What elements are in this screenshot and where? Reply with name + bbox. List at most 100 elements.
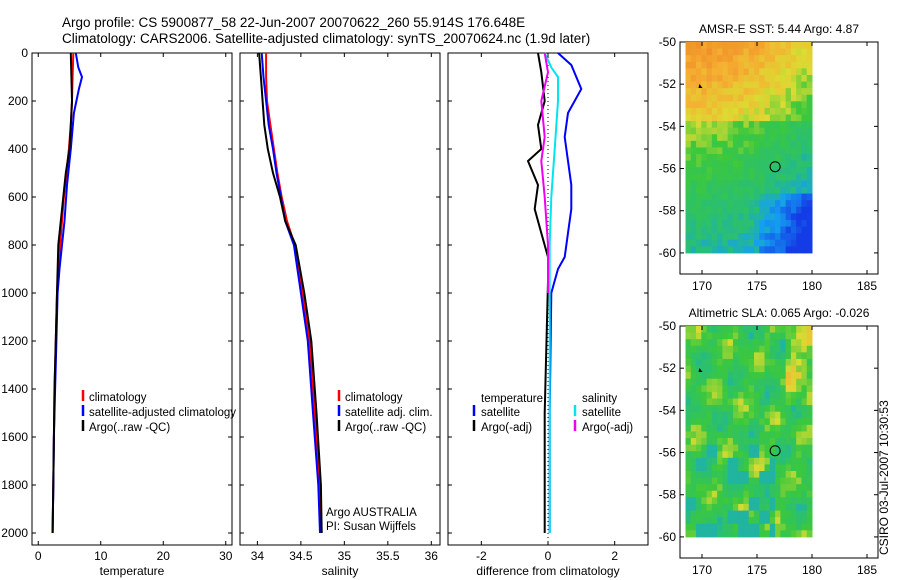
- heat-cell: [764, 114, 771, 122]
- heat-cell: [748, 517, 755, 525]
- heat-cell: [727, 484, 734, 492]
- legend-entry: satellite-adjusted climatology: [89, 407, 236, 419]
- heat-cell: [717, 193, 723, 201]
- heat-cell: [690, 74, 697, 83]
- heat-cell: [701, 233, 708, 241]
- heat-cell: [732, 517, 739, 525]
- heat-cell: [743, 490, 750, 498]
- heat-cell: [796, 490, 802, 498]
- heat-cell: [696, 444, 702, 452]
- heat-cell: [696, 121, 702, 129]
- heat-cell: [738, 114, 744, 122]
- heat-cell: [748, 326, 755, 334]
- heat-cell: [754, 200, 760, 208]
- heat-cell: [701, 107, 708, 115]
- heat-cell: [785, 107, 792, 115]
- heat-cell: [696, 101, 702, 109]
- legend-title: salinity: [582, 393, 617, 405]
- heat-cell: [801, 140, 808, 148]
- heat-cell: [701, 358, 708, 367]
- heat-cell: [801, 74, 808, 83]
- heat-cell: [764, 173, 771, 181]
- heat-cell: [690, 471, 697, 479]
- legend-entry: Argo(..raw -QC): [89, 422, 170, 434]
- heat-cell: [711, 61, 718, 69]
- heat-cell: [775, 160, 781, 168]
- heat-cell: [738, 140, 744, 148]
- heat-cell: [717, 352, 723, 360]
- heat-cell: [706, 160, 713, 168]
- heat-cell: [785, 48, 792, 56]
- heat-cell: [796, 81, 802, 89]
- heat-cell: [775, 365, 781, 373]
- heat-cell: [759, 517, 766, 525]
- heat-cell: [696, 391, 702, 399]
- heat-cell: [690, 213, 697, 221]
- y-tick-label: 2000: [1, 526, 28, 540]
- heat-cell: [706, 114, 713, 122]
- heat-cell: [732, 352, 739, 360]
- heat-cell: [727, 213, 734, 221]
- heat-cell: [701, 471, 708, 479]
- heat-cell: [701, 193, 708, 201]
- heat-cell: [743, 74, 750, 83]
- heat-cell: [743, 517, 750, 525]
- heat-cell: [706, 193, 713, 201]
- heat-cell: [769, 88, 776, 96]
- heat-cell: [801, 411, 808, 419]
- heat-cell: [701, 55, 708, 63]
- heat-cell: [748, 503, 755, 512]
- heat-cell: [743, 68, 750, 76]
- heat-cell: [711, 451, 718, 459]
- heat-cell: [722, 127, 729, 135]
- heat-cell: [722, 167, 729, 175]
- heat-cell: [790, 477, 797, 485]
- heat-cell: [743, 530, 750, 538]
- heat-cell: [732, 391, 739, 399]
- heat-cell: [690, 88, 697, 96]
- heat-cell: [806, 398, 813, 406]
- heat-cell: [690, 81, 697, 89]
- heat-cell: [727, 326, 734, 334]
- heat-cell: [748, 226, 755, 234]
- heat-cell: [764, 74, 771, 83]
- heat-cell: [801, 385, 808, 393]
- heat-cell: [796, 246, 802, 254]
- heat-cell: [754, 167, 760, 175]
- heat-cell: [727, 411, 734, 419]
- heat-cell: [780, 358, 787, 367]
- heat-cell: [801, 444, 808, 452]
- heat-cell: [722, 200, 729, 208]
- heat-cell: [790, 246, 797, 254]
- heat-cell: [722, 226, 729, 234]
- heat-cell: [748, 61, 755, 69]
- heat-cell: [754, 160, 760, 168]
- heat-cell: [780, 101, 787, 109]
- heat-cell: [732, 424, 739, 432]
- heat-cell: [696, 365, 702, 373]
- heat-cell: [769, 444, 776, 452]
- heat-cell: [785, 444, 792, 452]
- heat-cell: [738, 147, 744, 155]
- heat-cell: [711, 160, 718, 168]
- heat-cell: [722, 405, 729, 413]
- heat-cell: [796, 372, 802, 380]
- heat-cell: [759, 160, 766, 168]
- heat-cell: [790, 451, 797, 459]
- heat-cell: [717, 378, 723, 386]
- heat-cell: [727, 55, 734, 63]
- heat-cell: [775, 55, 781, 63]
- heat-cell: [727, 510, 734, 518]
- heat-cell: [711, 339, 718, 347]
- heat-cell: [806, 438, 813, 446]
- heat-cell: [801, 107, 808, 115]
- heat-cell: [706, 365, 713, 373]
- heat-cell: [711, 180, 718, 188]
- heat-cell: [796, 424, 802, 432]
- heat-cell: [743, 173, 750, 181]
- heat-cell: [764, 477, 771, 485]
- x-tick-label: 175: [747, 563, 767, 577]
- heat-cell: [701, 405, 708, 413]
- heat-cell: [754, 365, 760, 373]
- heat-cell: [738, 391, 744, 399]
